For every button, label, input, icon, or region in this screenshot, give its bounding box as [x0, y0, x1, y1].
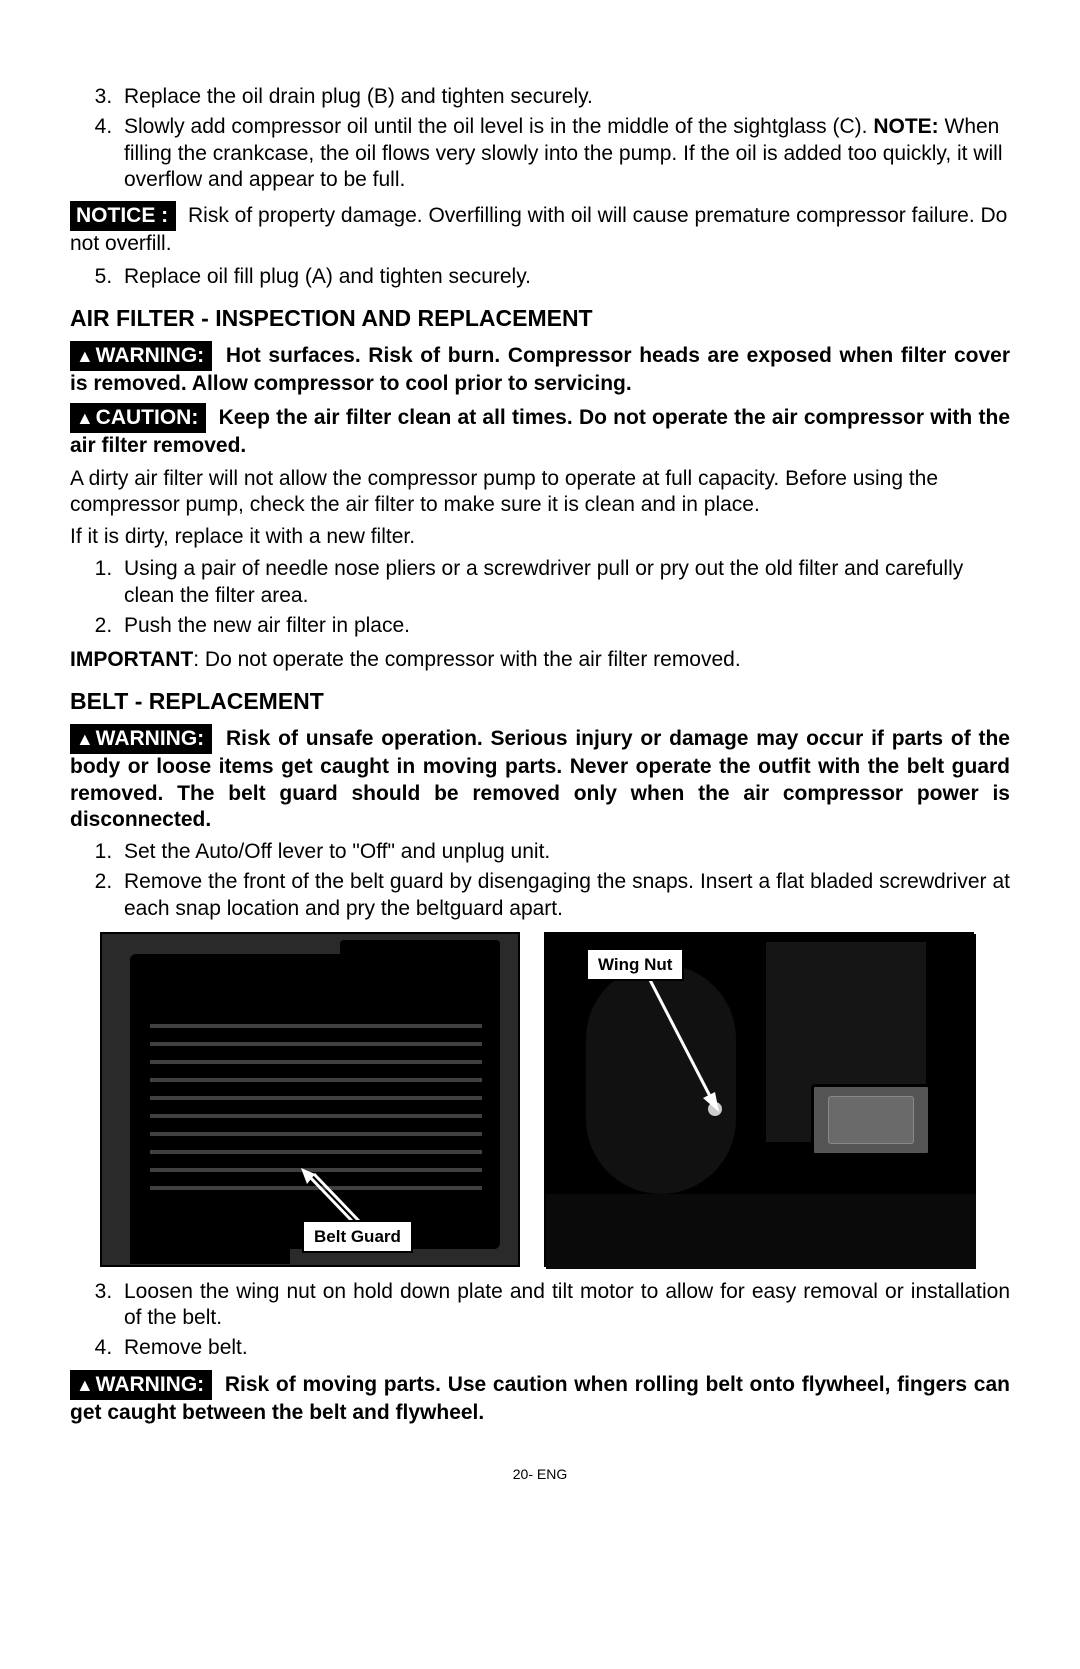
figures-row: Belt Guard Wing Nut	[100, 932, 1010, 1267]
section-title-air-filter: AIR FILTER - INSPECTION AND REPLACEMENT	[70, 304, 1010, 333]
warning-label: ▲WARNING:	[70, 724, 212, 754]
section-title-belt: BELT - REPLACEMENT	[70, 687, 1010, 716]
list-item: Remove belt.	[118, 1335, 1010, 1361]
figure-wing-nut: Wing Nut	[544, 932, 974, 1267]
warning-icon: ▲	[76, 345, 94, 367]
page-footer: 20- ENG	[70, 1466, 1010, 1484]
caution-text: Keep the air filter clean at all times. …	[70, 406, 1010, 457]
list-item: Slowly add compressor oil until the oil …	[118, 114, 1010, 193]
warning-block: ▲WARNING: Risk of moving parts. Use caut…	[70, 1370, 1010, 1427]
notice-label: NOTICE :	[70, 201, 176, 231]
important-label: IMPORTANT	[70, 648, 193, 671]
callout-wing-nut: Wing Nut	[586, 948, 684, 981]
paragraph: A dirty air filter will not allow the co…	[70, 466, 1010, 519]
important-block: IMPORTANT: Do not operate the compressor…	[70, 647, 1010, 673]
list-item: Remove the front of the belt guard by di…	[118, 869, 1010, 922]
list-item: Loosen the wing nut on hold down plate a…	[118, 1279, 1010, 1332]
callout-belt-guard: Belt Guard	[302, 1220, 413, 1253]
oil-steps-continued: Replace the oil drain plug (B) and tight…	[70, 84, 1010, 193]
oil-step-5: Replace oil fill plug (A) and tighten se…	[70, 264, 1010, 290]
callout-arrow	[631, 974, 731, 1114]
list-item: Using a pair of needle nose pliers or a …	[118, 556, 1010, 609]
list-item: Set the Auto/Off lever to "Off" and unpl…	[118, 839, 1010, 865]
callout-arrow	[297, 1166, 367, 1226]
belt-steps-1: Set the Auto/Off lever to "Off" and unpl…	[70, 839, 1010, 922]
caution-block: ▲CAUTION: Keep the air filter clean at a…	[70, 403, 1010, 460]
list-item: Replace oil fill plug (A) and tighten se…	[118, 264, 1010, 290]
warning-icon: ▲	[76, 1374, 94, 1396]
important-text: : Do not operate the compressor with the…	[193, 648, 740, 671]
notice-block: NOTICE : Risk of property damage. Overfi…	[70, 201, 1010, 258]
warning-block: ▲WARNING: Hot surfaces. Risk of burn. Co…	[70, 341, 1010, 398]
warning-label: ▲WARNING:	[70, 341, 212, 371]
warning-label: ▲WARNING:	[70, 1370, 212, 1400]
paragraph: If it is dirty, replace it with a new fi…	[70, 524, 1010, 550]
warning-block: ▲WARNING: Risk of unsafe operation. Seri…	[70, 724, 1010, 833]
notice-text: Risk of property damage. Overfilling wit…	[70, 204, 1007, 255]
belt-steps-2: Loosen the wing nut on hold down plate a…	[70, 1279, 1010, 1362]
warning-icon: ▲	[76, 728, 94, 750]
list-item: Replace the oil drain plug (B) and tight…	[118, 84, 1010, 110]
list-item: Push the new air filter in place.	[118, 613, 1010, 639]
caution-label: ▲CAUTION:	[70, 403, 206, 433]
caution-icon: ▲	[76, 407, 94, 429]
air-filter-steps: Using a pair of needle nose pliers or a …	[70, 556, 1010, 639]
figure-belt-guard: Belt Guard	[100, 932, 520, 1267]
